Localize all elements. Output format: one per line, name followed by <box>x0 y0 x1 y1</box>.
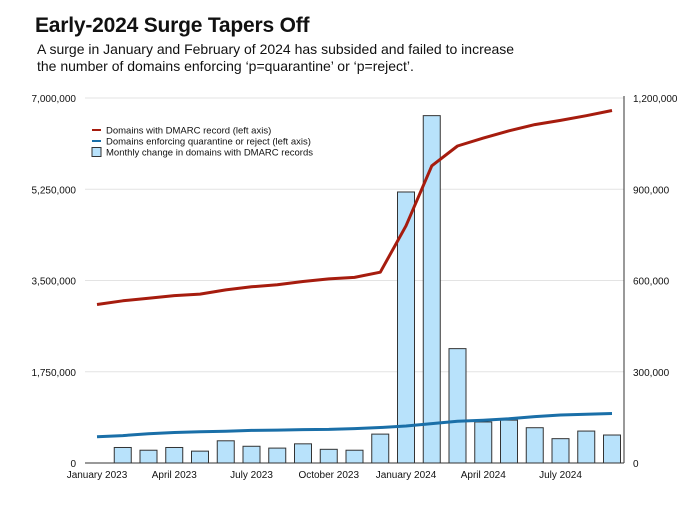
x-tick-label: July 2023 <box>230 470 273 481</box>
bar <box>577 430 596 464</box>
right-tick-label: 600,000 <box>633 277 670 288</box>
left-tick-label: 5,250,000 <box>32 185 77 196</box>
right-tick-label: 1,200,000 <box>633 94 678 105</box>
x-tick-label: January 2023 <box>67 470 128 481</box>
x-tick-label: January 2024 <box>376 470 437 481</box>
bar <box>294 443 312 464</box>
bar <box>500 419 518 464</box>
bar <box>216 440 235 464</box>
x-tick-label: April 2023 <box>152 470 197 481</box>
chart-subtitle: A surge in January and February of 2024 … <box>37 41 515 74</box>
enforcing-line <box>96 412 613 439</box>
x-tick-label: July 2024 <box>539 470 582 481</box>
chart-title: Early-2024 Surge Tapers Off <box>35 14 310 37</box>
legend-label: Monthly change in domains with DMARC rec… <box>106 148 313 159</box>
bar <box>345 449 364 464</box>
right-tick-label: 900,000 <box>633 185 670 196</box>
bar <box>165 446 184 464</box>
left-tick-label: 1,750,000 <box>32 368 77 379</box>
right-tick-label: 0 <box>633 459 639 470</box>
legend-label: Domains enforcing quarantine or reject (… <box>106 137 311 148</box>
bar <box>551 438 570 464</box>
bar <box>319 448 338 464</box>
dmarc-record-line <box>96 109 613 306</box>
bar <box>603 434 621 464</box>
bar <box>113 446 132 464</box>
right-tick-label: 300,000 <box>633 368 670 379</box>
legend-swatch <box>91 147 102 157</box>
legend-label: Domains with DMARC record (left axis) <box>106 126 271 137</box>
left-tick-label: 0 <box>70 459 76 470</box>
bar <box>268 447 287 464</box>
bar <box>242 445 261 464</box>
left-tick-label: 3,500,000 <box>32 277 77 288</box>
bar <box>448 348 467 464</box>
left-tick-label: 7,000,000 <box>32 94 77 105</box>
bar <box>525 427 544 464</box>
bar <box>371 433 390 464</box>
bar <box>191 450 209 464</box>
bar <box>397 191 415 464</box>
bar <box>474 421 493 464</box>
bar <box>139 449 158 464</box>
x-tick-label: April 2024 <box>461 470 506 481</box>
x-tick-label: October 2023 <box>298 470 359 481</box>
